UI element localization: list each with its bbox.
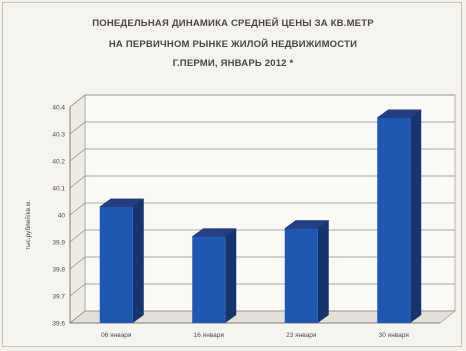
bar-side [410,109,422,323]
gridline [69,310,455,324]
y-tick-label: 39.6 [52,321,65,328]
y-tick-label: 40.1 [52,186,65,193]
gridline [69,283,455,297]
gridline [69,121,455,135]
bar-front [99,206,133,323]
y-axis-label: тыс.рублей/кв.м. [24,200,32,250]
y-tick-label: 40 [58,213,66,220]
y-tick-label: 40.2 [52,159,65,166]
y-tick-label: 40.4 [52,105,65,112]
bar [283,220,330,323]
gridline [69,202,455,216]
x-tick-label: 30 января [379,332,410,339]
bar [191,228,238,323]
chart-title-line-3: Г.ПЕРМИ, ЯНВАРЬ 2012 * [172,58,294,69]
x-tick-label: 23 января [286,332,317,339]
gridline [69,175,455,189]
gridline [69,148,455,162]
chart-title-line-2: НА ПЕРВИЧНОМ РЫНКЕ ЖИЛОЙ НЕДВИЖИМОСТИ [108,39,358,50]
bar-front [192,236,226,323]
bar-front [377,117,411,323]
chart-title-line-1: ПОНЕДЕЛЬНАЯ ДИНАМИКА СРЕДНЕЙ ЦЕНЫ ЗА КВ.… [92,18,374,29]
y-tick-label: 39.8 [52,267,65,274]
bar-side [132,198,144,323]
bar-side [317,220,329,323]
bar-side [225,228,237,323]
y-tick-label: 39.9 [52,240,65,247]
gridline [69,256,455,270]
y-tick-label: 39.7 [52,294,65,301]
bar-front [284,228,318,323]
gridline [69,94,455,108]
x-tick-label: 06 января [101,332,132,339]
bar [376,109,423,323]
gridline [69,229,455,243]
y-tick-label: 40.3 [52,132,65,139]
x-tick-label: 16 января [194,332,225,339]
bar [98,198,145,323]
